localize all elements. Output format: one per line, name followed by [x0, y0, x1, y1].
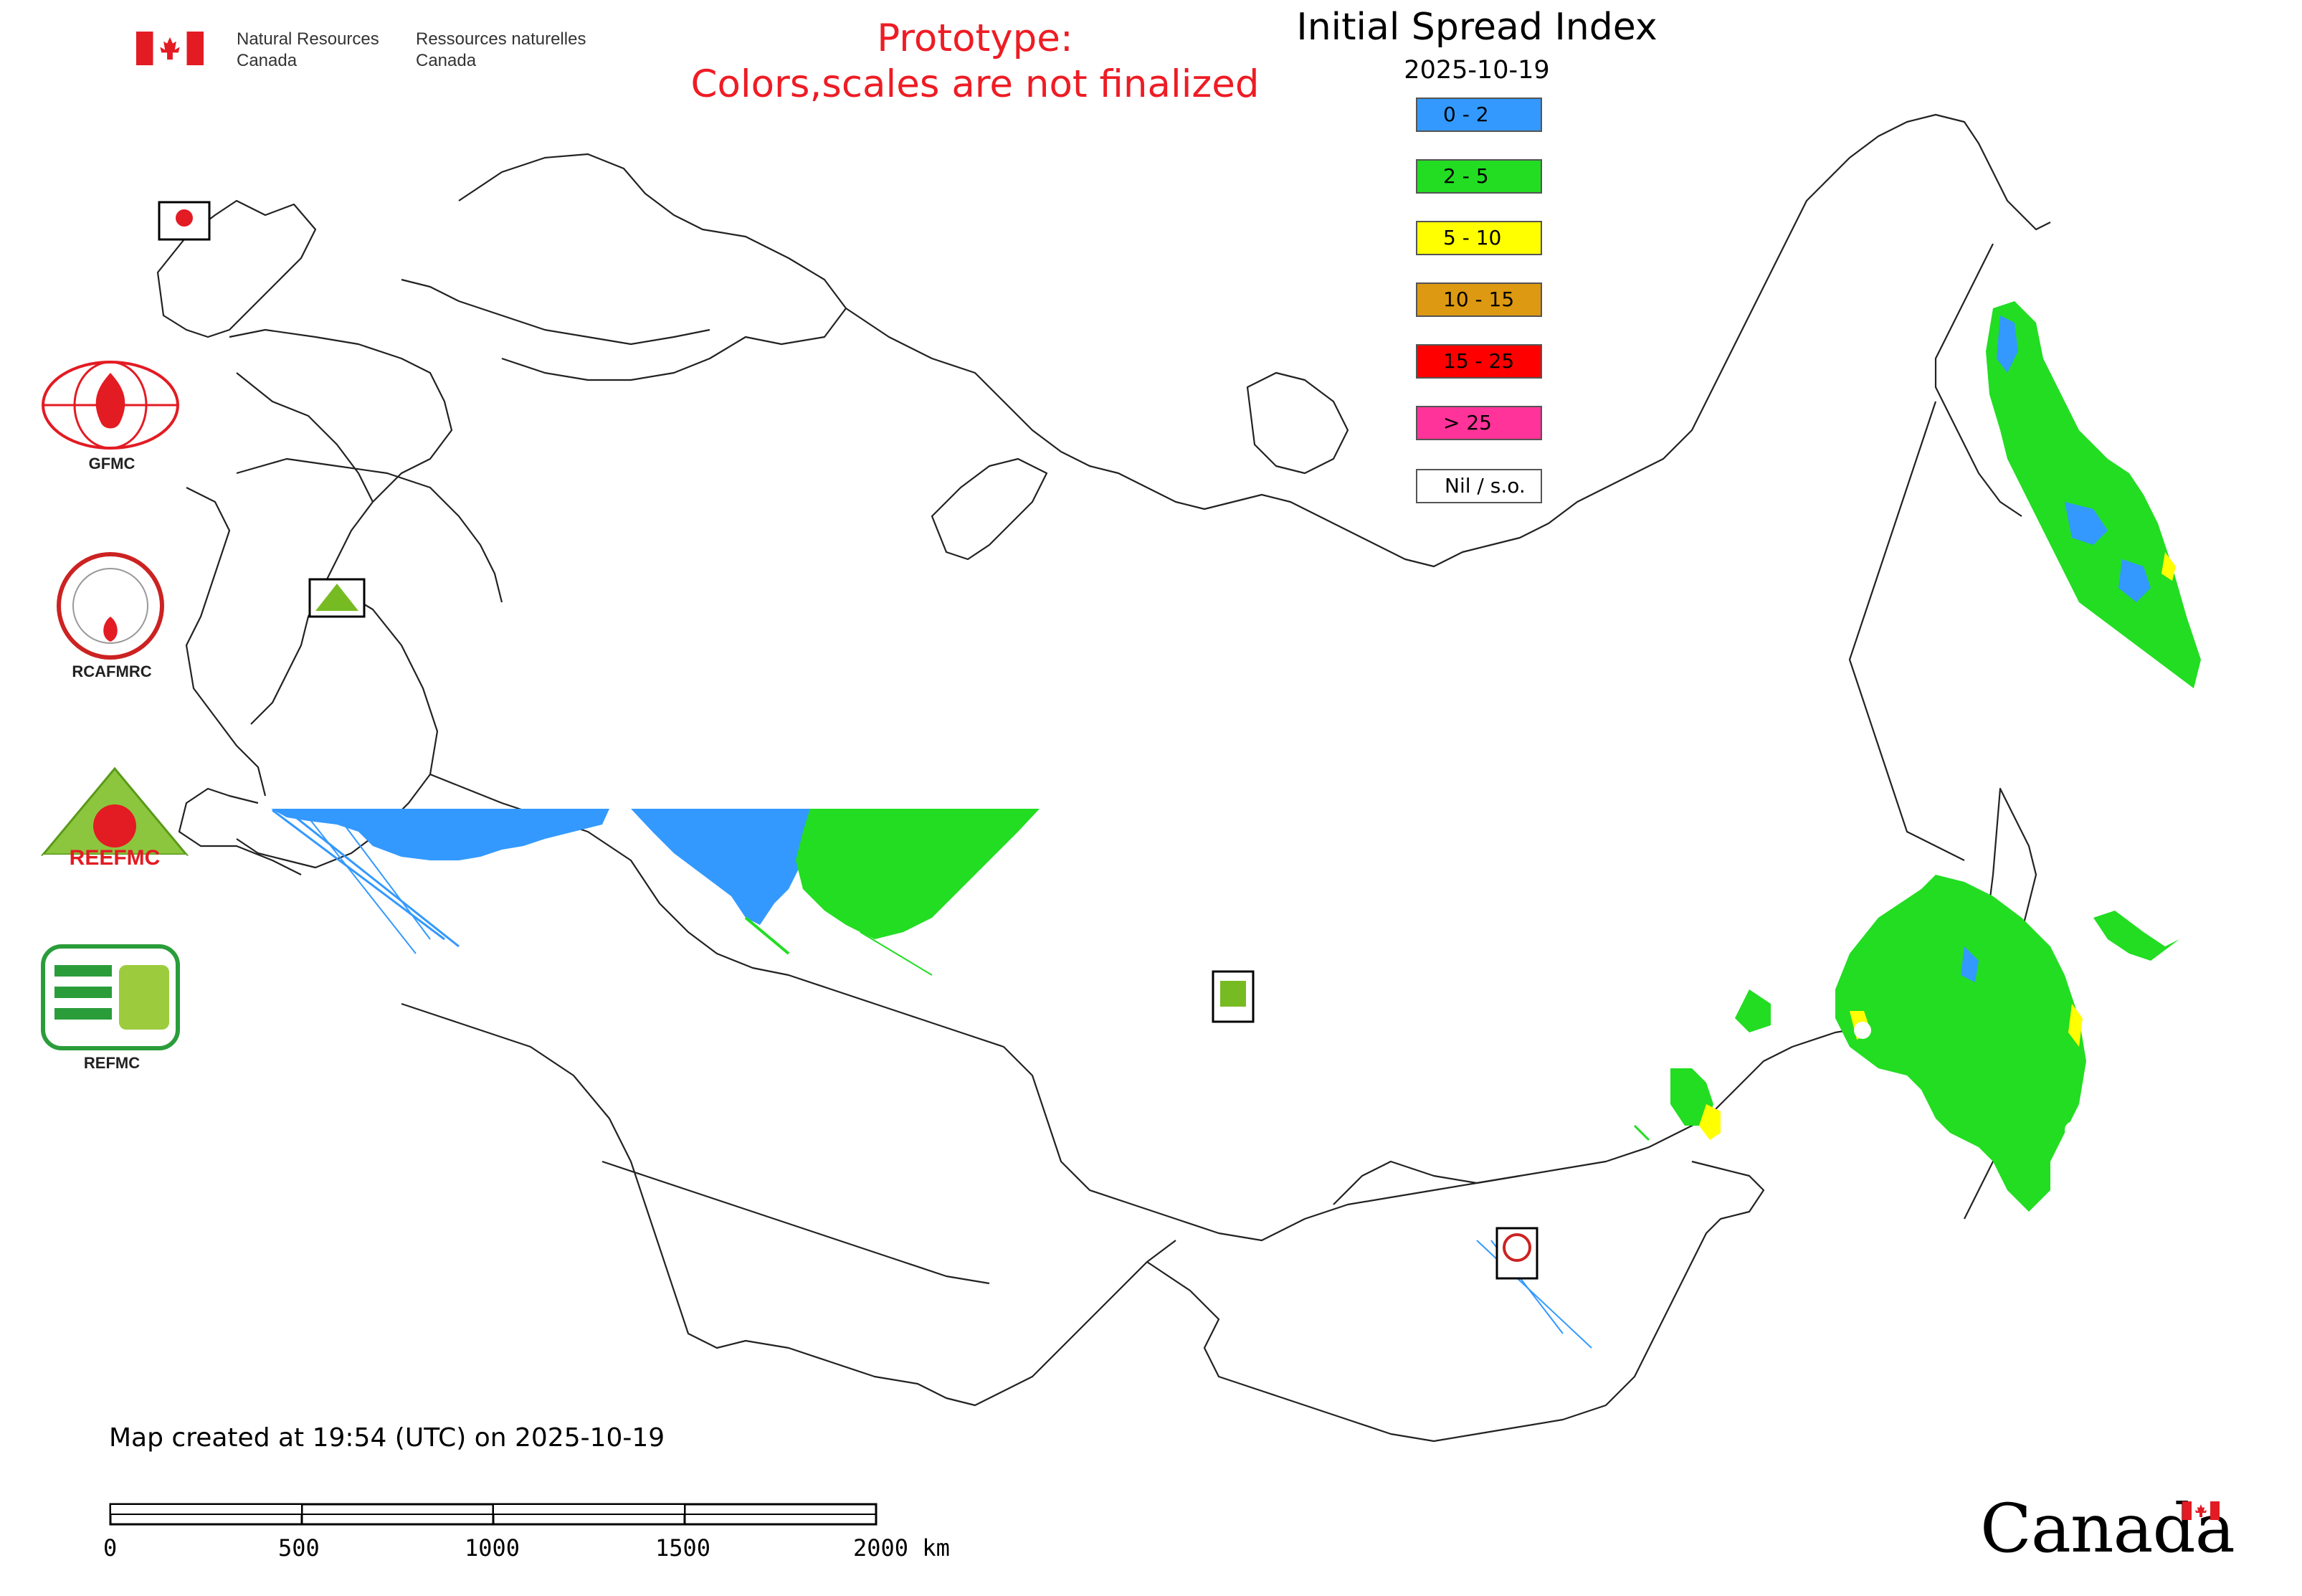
prototype-line2: Colors,scales are not finalized — [690, 62, 1260, 106]
canada-wordmark: Canada — [1980, 1490, 2235, 1568]
boundary-mongolia — [1146, 1160, 1765, 1443]
refmc-logo[interactable]: REFMC — [40, 944, 184, 1073]
rcafmrc-marker[interactable] — [1495, 1227, 1538, 1280]
legend-item-15-25: 15 - 25 — [1416, 344, 1542, 379]
isi-field-west — [271, 809, 1650, 1349]
gov-fr-line2: Canada — [416, 51, 477, 70]
country-boundaries — [156, 113, 2051, 1443]
boundary-okhotsk-coast — [1848, 401, 1965, 861]
gfmc-marker[interactable] — [158, 201, 211, 241]
prototype-notice: Prototype: Colors,scales are not finaliz… — [617, 16, 1333, 108]
isi-field-kamchatka — [1986, 301, 2201, 688]
legend-item-5-10: 5 - 10 — [1416, 221, 1542, 255]
map-date: 2025-10-19 — [1404, 56, 1550, 85]
scale-bar — [109, 1503, 877, 1526]
boundary-taymyr — [1246, 371, 1349, 475]
boundary-novaya-zemlya — [931, 457, 1048, 561]
isi-field-amur — [1670, 875, 2179, 1212]
gfmc-logo[interactable]: GFMC — [40, 358, 184, 473]
reefmc-marker[interactable] — [308, 578, 366, 618]
gov-en-line1: Natural Resources — [237, 29, 379, 49]
fire-icon — [176, 209, 193, 227]
gov-signature-en: Natural Resources Canada — [237, 29, 379, 72]
refmc-label: REFMC — [83, 1054, 141, 1072]
boundary-kola — [458, 153, 847, 381]
scale-tick-1500: 1500 — [655, 1534, 711, 1562]
wordmark-flag-icon — [2182, 1501, 2220, 1520]
boundary-belarus-ukraine — [236, 457, 503, 603]
boundary-baltic — [236, 372, 374, 503]
gfmc-globe-icon — [42, 361, 179, 450]
boundary-chukotka — [1820, 113, 2051, 231]
legend-item-10-15: 10 - 15 — [1416, 282, 1542, 317]
reefmc-label: REEFMC — [69, 846, 161, 870]
boundary-west-edge — [185, 487, 267, 797]
boundary-central-asia — [601, 1160, 990, 1285]
legend-item-0-2: 0 - 2 — [1416, 98, 1542, 132]
refmc-emblem-icon — [41, 944, 180, 1050]
refmc-mini-icon — [1220, 981, 1246, 1007]
reefmc-logo[interactable]: REEFMC — [36, 761, 194, 875]
boundary-kazakhstan — [401, 1002, 1176, 1407]
legend-item-gt25: > 25 — [1416, 406, 1542, 440]
rcafmrc-logo[interactable]: RCAFMRC — [40, 552, 184, 681]
boundary-west-russia — [236, 587, 439, 869]
scale-tick-500: 500 — [278, 1534, 320, 1562]
boundary-mongolia-north — [1333, 1160, 1521, 1205]
boundary-caucasus — [178, 787, 302, 875]
canada-flag-icon — [136, 32, 204, 65]
scale-tick-2000: 2000 km — [853, 1534, 950, 1562]
rcafmrc-seal-icon — [57, 552, 164, 660]
gfmc-label: GFMC — [88, 455, 135, 472]
rcafmrc-label: RCAFMRC — [72, 662, 152, 680]
gov-fr-line1: Ressources naturelles — [416, 29, 586, 49]
scale-tick-1000: 1000 — [465, 1534, 520, 1562]
scale-tick-0: 0 — [103, 1534, 118, 1562]
rcafmrc-mini-icon — [1503, 1233, 1531, 1262]
gov-en-line2: Canada — [237, 51, 298, 70]
boundary-white-sea — [401, 278, 710, 346]
gov-signature-fr: Ressources naturelles Canada — [416, 29, 586, 72]
boundary-kamchatka-west — [1934, 243, 2022, 517]
legend-item-nil: Nil / s.o. — [1416, 469, 1542, 503]
prototype-line1: Prototype: — [877, 16, 1073, 60]
legend-item-2-5: 2 - 5 — [1416, 159, 1542, 194]
map-title: Initial Spread Index — [1296, 6, 1657, 49]
boundary-arctic-coast — [845, 186, 1822, 568]
boundary-europe — [229, 328, 453, 725]
map-created-text: Map created at 19:54 (UTC) on 2025-10-19 — [109, 1423, 665, 1453]
refmc-marker[interactable] — [1212, 970, 1255, 1023]
boundary-russia-kazakhstan — [429, 773, 1707, 1242]
triangle-icon — [315, 584, 358, 611]
reefmc-triangle-icon — [40, 766, 189, 875]
